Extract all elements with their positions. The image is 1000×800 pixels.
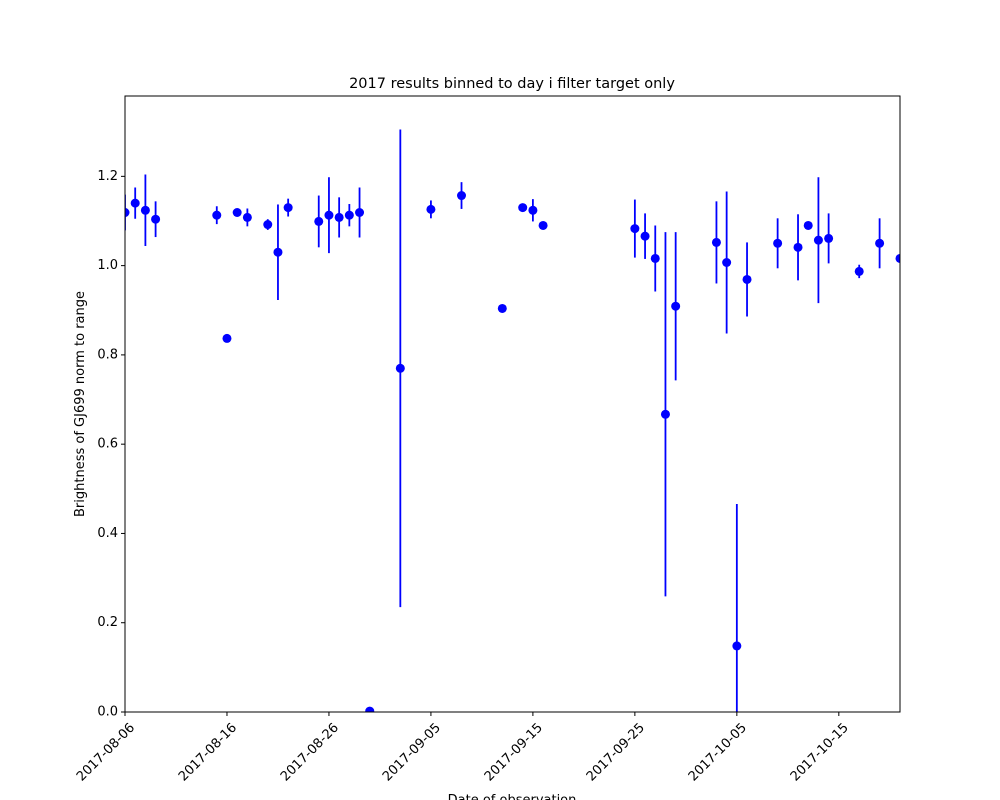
data-point xyxy=(711,237,721,247)
data-point xyxy=(222,333,232,343)
data-point xyxy=(854,266,864,276)
data-point xyxy=(242,212,252,222)
y-tick-label: 1.2 xyxy=(97,169,118,184)
data-point xyxy=(793,242,803,252)
x-tick-label: 2017-10-05 xyxy=(686,720,750,784)
x-tick-label: 2017-08-16 xyxy=(176,720,240,784)
data-point xyxy=(395,363,405,373)
data-point xyxy=(140,205,150,215)
data-point xyxy=(538,220,548,230)
data-point xyxy=(314,216,324,226)
data-point xyxy=(344,210,354,220)
data-point xyxy=(640,231,650,241)
data-point xyxy=(722,257,732,267)
data-point xyxy=(457,191,467,201)
data-point xyxy=(263,220,273,230)
x-tick-label: 2017-09-15 xyxy=(482,720,546,784)
y-tick-label: 1.0 xyxy=(97,258,118,273)
data-point xyxy=(232,208,242,218)
data-point xyxy=(671,301,681,311)
y-tick-label: 0.8 xyxy=(97,347,118,362)
data-point xyxy=(813,235,823,245)
data-point xyxy=(365,706,375,712)
data-point xyxy=(773,238,783,248)
x-tick-label: 2017-10-15 xyxy=(788,720,852,784)
x-tick-label: 2017-09-05 xyxy=(380,720,444,784)
y-tick-label: 0.4 xyxy=(97,526,118,541)
data-point xyxy=(324,210,334,220)
y-axis-label: Brightness of GJ699 norm to range xyxy=(73,291,88,517)
data-point xyxy=(732,641,742,651)
x-tick-label: 2017-08-26 xyxy=(278,720,342,784)
y-tick-label: 0.6 xyxy=(97,437,118,452)
data-point xyxy=(875,238,885,248)
axes-frame xyxy=(124,95,901,713)
data-point xyxy=(742,274,752,284)
data-point xyxy=(125,208,130,218)
x-axis-label: Date of observation xyxy=(448,793,577,800)
data-point xyxy=(283,203,293,213)
y-tick-label: 0.0 xyxy=(97,705,118,720)
data-point xyxy=(212,210,222,220)
data-point xyxy=(426,204,436,214)
data-point xyxy=(630,224,640,234)
chart-title: 2017 results binned to day i filter targ… xyxy=(349,76,675,92)
data-point xyxy=(518,203,528,213)
data-point xyxy=(895,253,900,263)
data-point xyxy=(151,214,161,224)
y-tick-label: 0.2 xyxy=(97,615,118,630)
x-tick-label: 2017-08-06 xyxy=(74,720,138,784)
data-point xyxy=(355,208,365,218)
data-point xyxy=(824,233,834,243)
data-point xyxy=(528,205,538,215)
data-point xyxy=(130,198,140,208)
data-point xyxy=(497,303,507,313)
data-point xyxy=(803,220,813,230)
data-point xyxy=(660,409,670,419)
x-tick-label: 2017-09-25 xyxy=(584,720,648,784)
data-point xyxy=(273,247,283,257)
data-point xyxy=(650,253,660,263)
data-point xyxy=(334,212,344,222)
plot-area xyxy=(125,129,900,712)
